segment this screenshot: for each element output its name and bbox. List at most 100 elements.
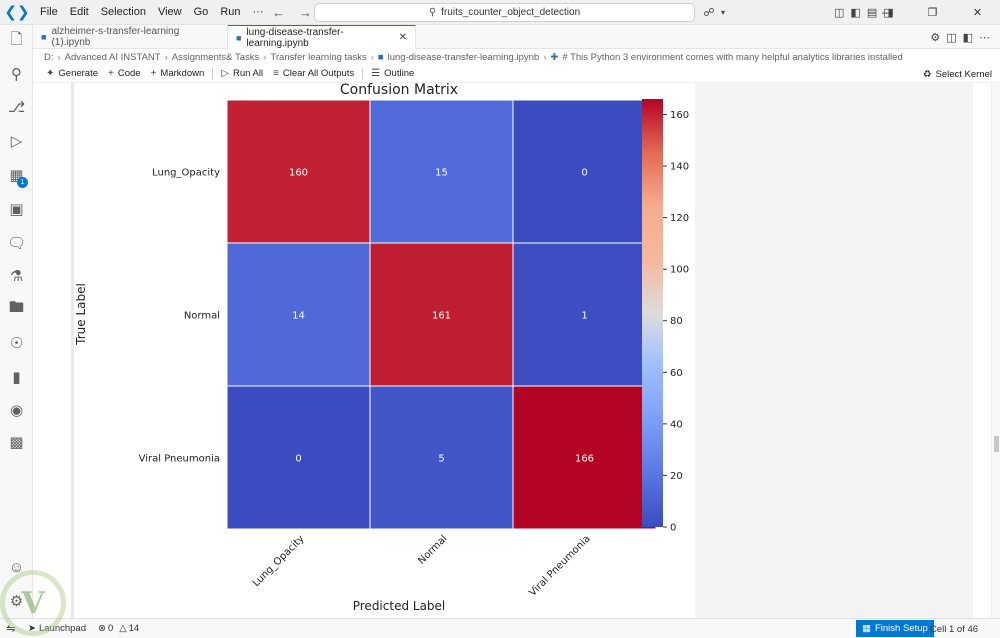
y-tick-label: Normal [184,311,220,322]
testing-flask-icon[interactable]: ⚗ [9,268,24,285]
breadcrumb-folder[interactable]: Assignments& Tasks [171,51,260,63]
settings-gear-icon[interactable]: ⚙ [930,31,941,44]
heatmap-cell [226,99,371,244]
breadcrumb-cell[interactable]: # This Python 3 environment comes with m… [562,51,903,63]
cell-value-label: 5 [438,454,444,465]
colorbar-tick-label: 60 [670,368,683,379]
editor-scrollbar[interactable] [991,83,1000,618]
cell-value-label: 166 [575,454,594,465]
cell-value-label: 14 [292,311,305,322]
colorbar [642,99,663,527]
x-tick-label: Viral Pneumonia [527,533,592,598]
layout-sidebar-icon[interactable]: ◧ [850,7,861,19]
container-icon[interactable]: ▩ [9,434,24,451]
close-tab-icon[interactable]: ✕ [398,32,407,43]
copilot-icon[interactable]: ☍ [703,7,715,19]
source-control-icon[interactable]: ⎇ [7,99,26,116]
remote-explorer-icon[interactable]: ▣ [9,201,24,218]
more-actions-icon[interactable]: ⋯ [979,31,990,44]
chat-icon[interactable]: 🗨 [6,235,27,252]
colorbar-tick-label: 160 [670,110,689,121]
plus-icon: + [150,68,157,79]
clear-all-icon: ≡ [273,68,279,79]
minimize-icon[interactable]: — [882,6,893,19]
ports-icon[interactable]: ▮ [12,369,21,386]
select-kernel-button[interactable]: ♻ Select Kernel [923,65,992,83]
toolbar-divider [362,67,364,80]
outline-list-icon: ☰ [371,68,381,79]
y-tick-label: Viral Pneumonia [139,454,220,465]
git-graph-icon[interactable]: ☉ [9,335,24,352]
split-editor-icon[interactable]: ◫ [946,31,957,44]
layout-panel-icon[interactable]: ◫ [834,7,845,19]
breadcrumb-folder[interactable]: Transfer learning tasks [270,51,367,63]
y-tick-label: Lung_Opacity [152,168,220,179]
outline-button[interactable]: ☰ Outline [366,65,419,83]
clear-outputs-button[interactable]: ≡ Clear All Outputs [268,65,359,83]
watermark-logo: V [0,570,66,636]
menu-file[interactable]: File [40,5,58,18]
cell-value-label: 160 [289,168,308,179]
close-window-icon[interactable]: ✕ [972,7,983,19]
scrollbar-thumb[interactable] [994,436,999,452]
add-code-button[interactable]: + Code [103,65,146,83]
chevron-right-icon: › [263,51,267,63]
search-view-icon[interactable]: ⚲ [11,66,22,83]
error-count: 0 [107,623,114,634]
breadcrumb-drive[interactable]: D: [44,51,54,63]
notebook-editor: Confusion Matrix 160 15 0 14 161 1 0 5 166 Lung_… [33,82,1000,618]
extensions-icon[interactable]: ▦ 1 [0,163,33,188]
layout-right-icon[interactable]: ◨ [883,7,894,19]
menu-view[interactable]: View [157,5,182,18]
colorbar-tick-label: 20 [670,471,683,482]
explorer-icon[interactable]: 🗋 [10,30,23,48]
add-markdown-button[interactable]: + Markdown [146,65,210,83]
menu-selection[interactable]: Selection [100,5,146,18]
title-bar: ❮❯ File Edit Selection View Go Run ··· ←… [0,0,1000,25]
breadcrumb-folder[interactable]: Advanced AI INSTANT [64,51,161,63]
colorbar-tick-label: 120 [670,213,689,224]
tab-label: alzheimer-s-transfer-learning (1).ipynb [51,26,180,48]
confusion-matrix-chart: Confusion Matrix 160 15 0 14 161 1 0 5 166 Lung_… [74,82,689,613]
toggle-panel-icon[interactable]: ◧ [962,31,973,44]
github-icon[interactable]: ◉ [9,402,24,419]
remote-indicator-icon[interactable]: ⇋ [6,623,16,635]
run-debug-icon[interactable]: ▷ [10,133,23,150]
tab-alzheimer-notebook[interactable]: ■ alzheimer-s-transfer-learning (1).ipyn… [33,25,228,49]
finish-setup-button[interactable]: ▦ Finish Setup [856,620,934,637]
outline-label: Outline [384,68,415,79]
generate-button[interactable]: ✦ Generate [41,65,103,83]
warning-icon: △ [119,623,127,634]
generate-label: Generate [58,68,99,79]
run-all-button[interactable]: ▷ Run All [216,65,268,83]
forward-arrow-icon[interactable]: → [299,5,312,20]
cell-value-label: 161 [432,311,451,322]
breadcrumb-file[interactable]: lung-disease-transfer-learning.ipynb [387,51,540,63]
menu-go[interactable]: Go [193,5,209,18]
chart-title: Confusion Matrix [340,83,458,98]
cell-value-label: 0 [295,454,301,465]
editor-empty-area [695,83,973,618]
back-arrow-icon[interactable]: ← [272,5,285,20]
colorbar-tick-label: 40 [670,419,683,430]
cell-value-label: 0 [581,168,587,179]
layout-bottom-icon[interactable]: ▤ [866,7,878,19]
dropdown-icon[interactable]: ▾ [720,8,725,17]
heatmap-cell [512,242,657,387]
problems-indicator[interactable]: ⊗ 0 △ 14 [92,619,145,638]
menu-edit[interactable]: Edit [69,5,89,18]
cell-position[interactable]: Cell 1 of 46 [930,623,979,635]
x-tick-label: Lung_Opacity [251,533,307,589]
folder-icon[interactable]: 🖿 [8,298,24,316]
heatmap-cell [512,99,657,244]
menu-more[interactable]: ··· [252,5,264,18]
command-center-search[interactable]: ⚲ fruits_counter_object_detection [314,3,695,22]
heatmap-cell [512,385,657,530]
activity-bar: 🗋 ⚲ ⎇ ▷ ▦ 1 ▣ 🗨 ⚗ 🖿 ☉ ▮ ◉ ▩ ☺ ⚙ [0,25,33,618]
menu-run[interactable]: Run [220,5,241,18]
tab-lung-disease-notebook[interactable]: ■ lung-disease-transfer-learning.ipynb ✕ [228,25,416,49]
notebook-file-icon: ■ [236,32,242,43]
restore-icon[interactable]: ❐ [927,7,938,19]
warning-count: 14 [128,623,140,634]
colorbar-tick-label: 80 [670,316,683,327]
